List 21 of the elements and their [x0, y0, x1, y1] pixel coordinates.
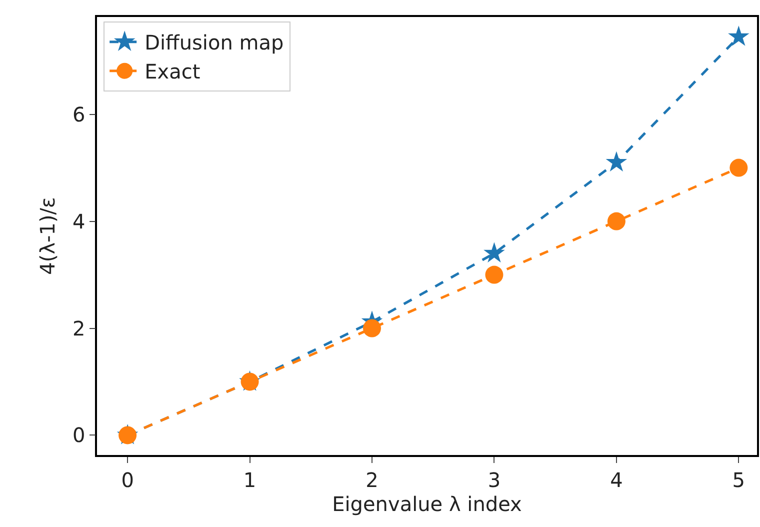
point: [606, 151, 628, 172]
point: [484, 242, 505, 262]
legend-label: Diffusion map: [144, 30, 284, 55]
y-axis-title: 4(λ-1)/ε: [36, 197, 60, 275]
x-axis-title: Eigenvalue λ index: [332, 492, 522, 516]
x-tick-label: 5: [732, 468, 746, 492]
x-tick-label: 1: [243, 468, 256, 492]
point: [485, 266, 504, 284]
point: [363, 319, 381, 338]
point: [728, 26, 750, 46]
y-tick-label: 4: [72, 209, 86, 234]
x-tick-label: 4: [610, 468, 623, 492]
y-tick-label: 6: [72, 102, 86, 126]
x-tick-label: 0: [121, 468, 134, 492]
y-tick-label: 2: [72, 316, 86, 340]
point: [607, 212, 626, 230]
x-tick-label: 3: [488, 468, 501, 492]
y-tick-label: 0: [72, 423, 86, 448]
legend-label: Exact: [144, 60, 200, 84]
point: [730, 158, 748, 177]
x-tick-label: 2: [366, 468, 378, 492]
